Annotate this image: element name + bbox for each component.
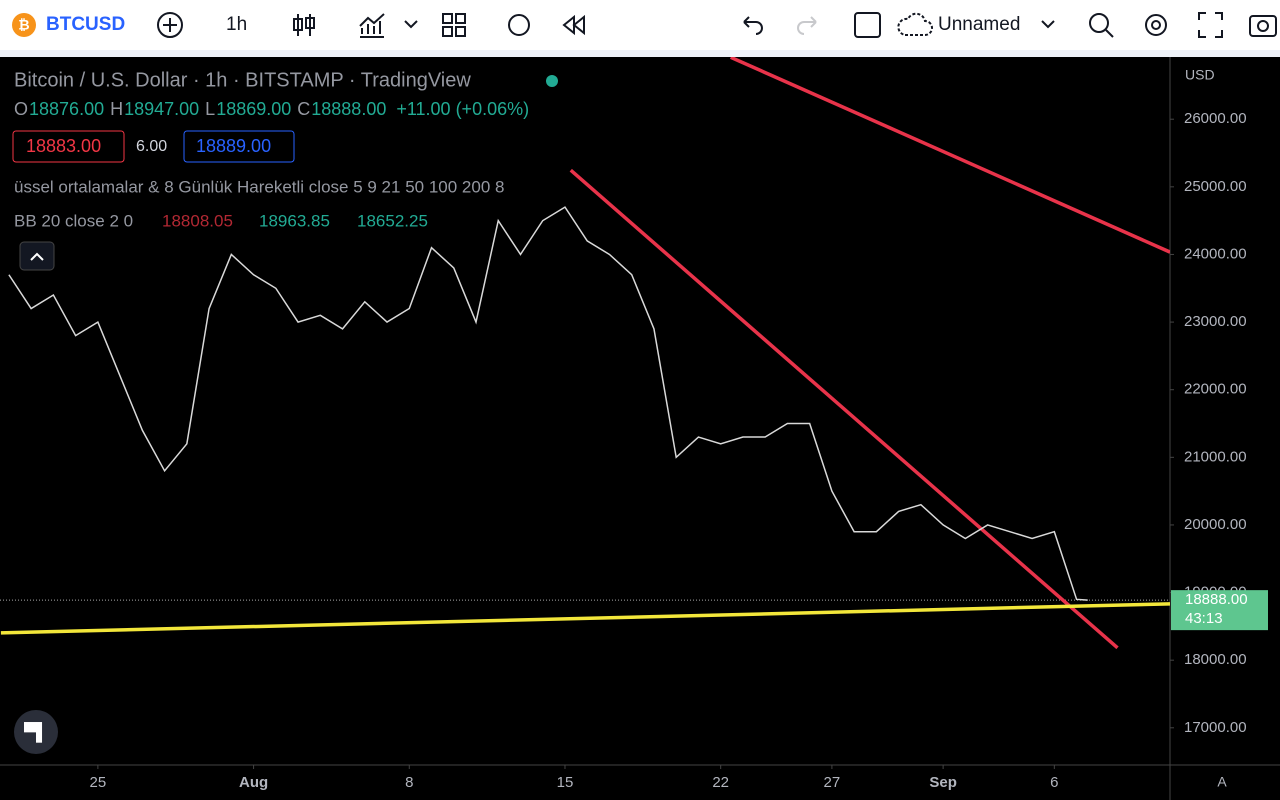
trend-line xyxy=(569,168,1119,650)
y-tick-label: 18000.00 xyxy=(1184,651,1247,668)
toolbar: ₿ BTCUSD 1h Unnamed xyxy=(0,0,1280,50)
y-tick-label: 24000.00 xyxy=(1184,245,1247,262)
trend-line xyxy=(729,57,1170,254)
x-tick-label: Sep xyxy=(929,774,957,791)
y-tick-label: 23000.00 xyxy=(1184,313,1247,330)
logo xyxy=(14,710,58,754)
legend-text: C xyxy=(297,99,310,119)
trend-line xyxy=(0,602,1170,635)
legend-text: BB 20 close 2 0 xyxy=(14,211,133,230)
x-tick-label: 25 xyxy=(90,774,107,791)
layout-name[interactable]: Unnamed xyxy=(938,14,1021,35)
x-tick-label: 15 xyxy=(557,774,574,791)
legend-text: 18947.00 xyxy=(124,99,199,119)
y-tick-label: 21000.00 xyxy=(1184,448,1247,465)
legend-text: Bitcoin / U.S. Dollar · 1h · BITSTAMP · … xyxy=(14,69,471,91)
collapse-icon xyxy=(30,252,44,261)
scale-mode: A xyxy=(1217,774,1227,790)
y-tick-label: 26000.00 xyxy=(1184,110,1247,127)
toolbar-icons: ₿ xyxy=(12,12,1277,38)
symbol[interactable]: BTCUSD xyxy=(46,14,126,35)
x-tick-label: 27 xyxy=(824,774,841,791)
legend-text: 18652.25 xyxy=(357,211,428,230)
bid-box xyxy=(12,130,125,163)
last-price-box xyxy=(1171,590,1268,631)
legend-text: O xyxy=(14,99,28,119)
legend-text: üssel ortalamalar & 8 Günlük Hareketli c… xyxy=(14,177,504,196)
legend-text: 18888.00 xyxy=(311,99,386,119)
legend-text: H xyxy=(110,99,123,119)
status-dot xyxy=(546,75,558,87)
legend-text: +11.00 (+0.06%) xyxy=(396,99,529,119)
legend-text: 18808.05 xyxy=(162,211,233,230)
legend-text: 18869.00 xyxy=(216,99,291,119)
y-tick-label: 20000.00 xyxy=(1184,516,1247,533)
price-line xyxy=(8,206,1088,601)
legend-text: 18883.00 xyxy=(26,136,101,156)
svg-text:₿: ₿ xyxy=(18,17,29,33)
y-tick-label: 25000.00 xyxy=(1184,178,1247,195)
countdown: 43:13 xyxy=(1185,610,1223,627)
ask-box xyxy=(183,130,295,163)
x-tick-label: 22 xyxy=(712,774,729,791)
currency: USD xyxy=(1185,67,1215,83)
legend-text: L xyxy=(205,99,215,119)
x-tick-label: 6 xyxy=(1050,774,1058,791)
x-tick-label: 8 xyxy=(405,774,413,791)
collapse-btn[interactable] xyxy=(19,241,55,271)
legend-text: 18963.85 xyxy=(259,211,330,230)
y-tick-label: 22000.00 xyxy=(1184,381,1247,398)
legend-text: 18889.00 xyxy=(196,136,271,156)
interval[interactable]: 1h xyxy=(226,14,248,35)
legend-text: 18876.00 xyxy=(29,99,104,119)
logo-mark: ▀▌ xyxy=(24,721,48,743)
y-tick-label: 17000.00 xyxy=(1184,719,1247,736)
chart: 17000.0018000.0019000.0020000.0021000.00… xyxy=(0,50,1280,800)
legend-text: 6.00 xyxy=(136,138,167,155)
plot xyxy=(0,57,1170,650)
x-tick-label: Aug xyxy=(239,774,268,791)
last-price-label: 18888.00 xyxy=(1185,591,1248,608)
